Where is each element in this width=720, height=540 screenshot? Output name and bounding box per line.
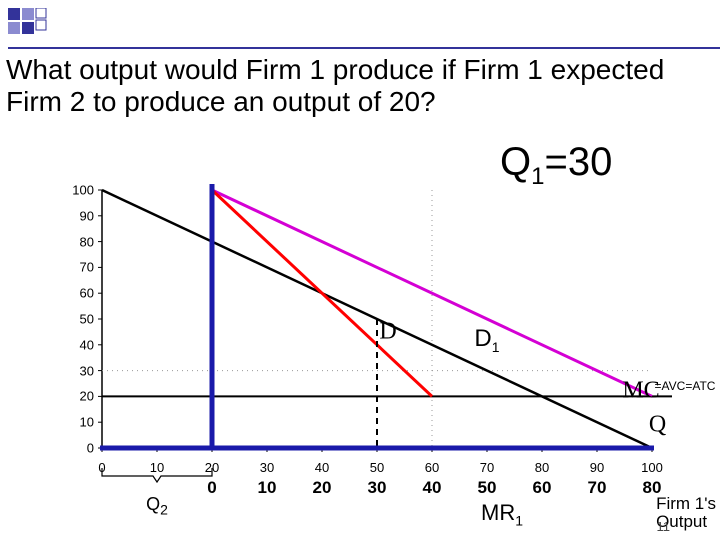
chart-svg	[60, 180, 690, 490]
corner-decoration	[8, 8, 720, 52]
slide-number: 11	[657, 519, 671, 534]
slide-title: What output would Firm 1 produce if Firm…	[6, 54, 714, 118]
slide: What output would Firm 1 produce if Firm…	[0, 0, 720, 540]
chart-area: 0102030405060708090100010203040506070809…	[60, 180, 690, 490]
